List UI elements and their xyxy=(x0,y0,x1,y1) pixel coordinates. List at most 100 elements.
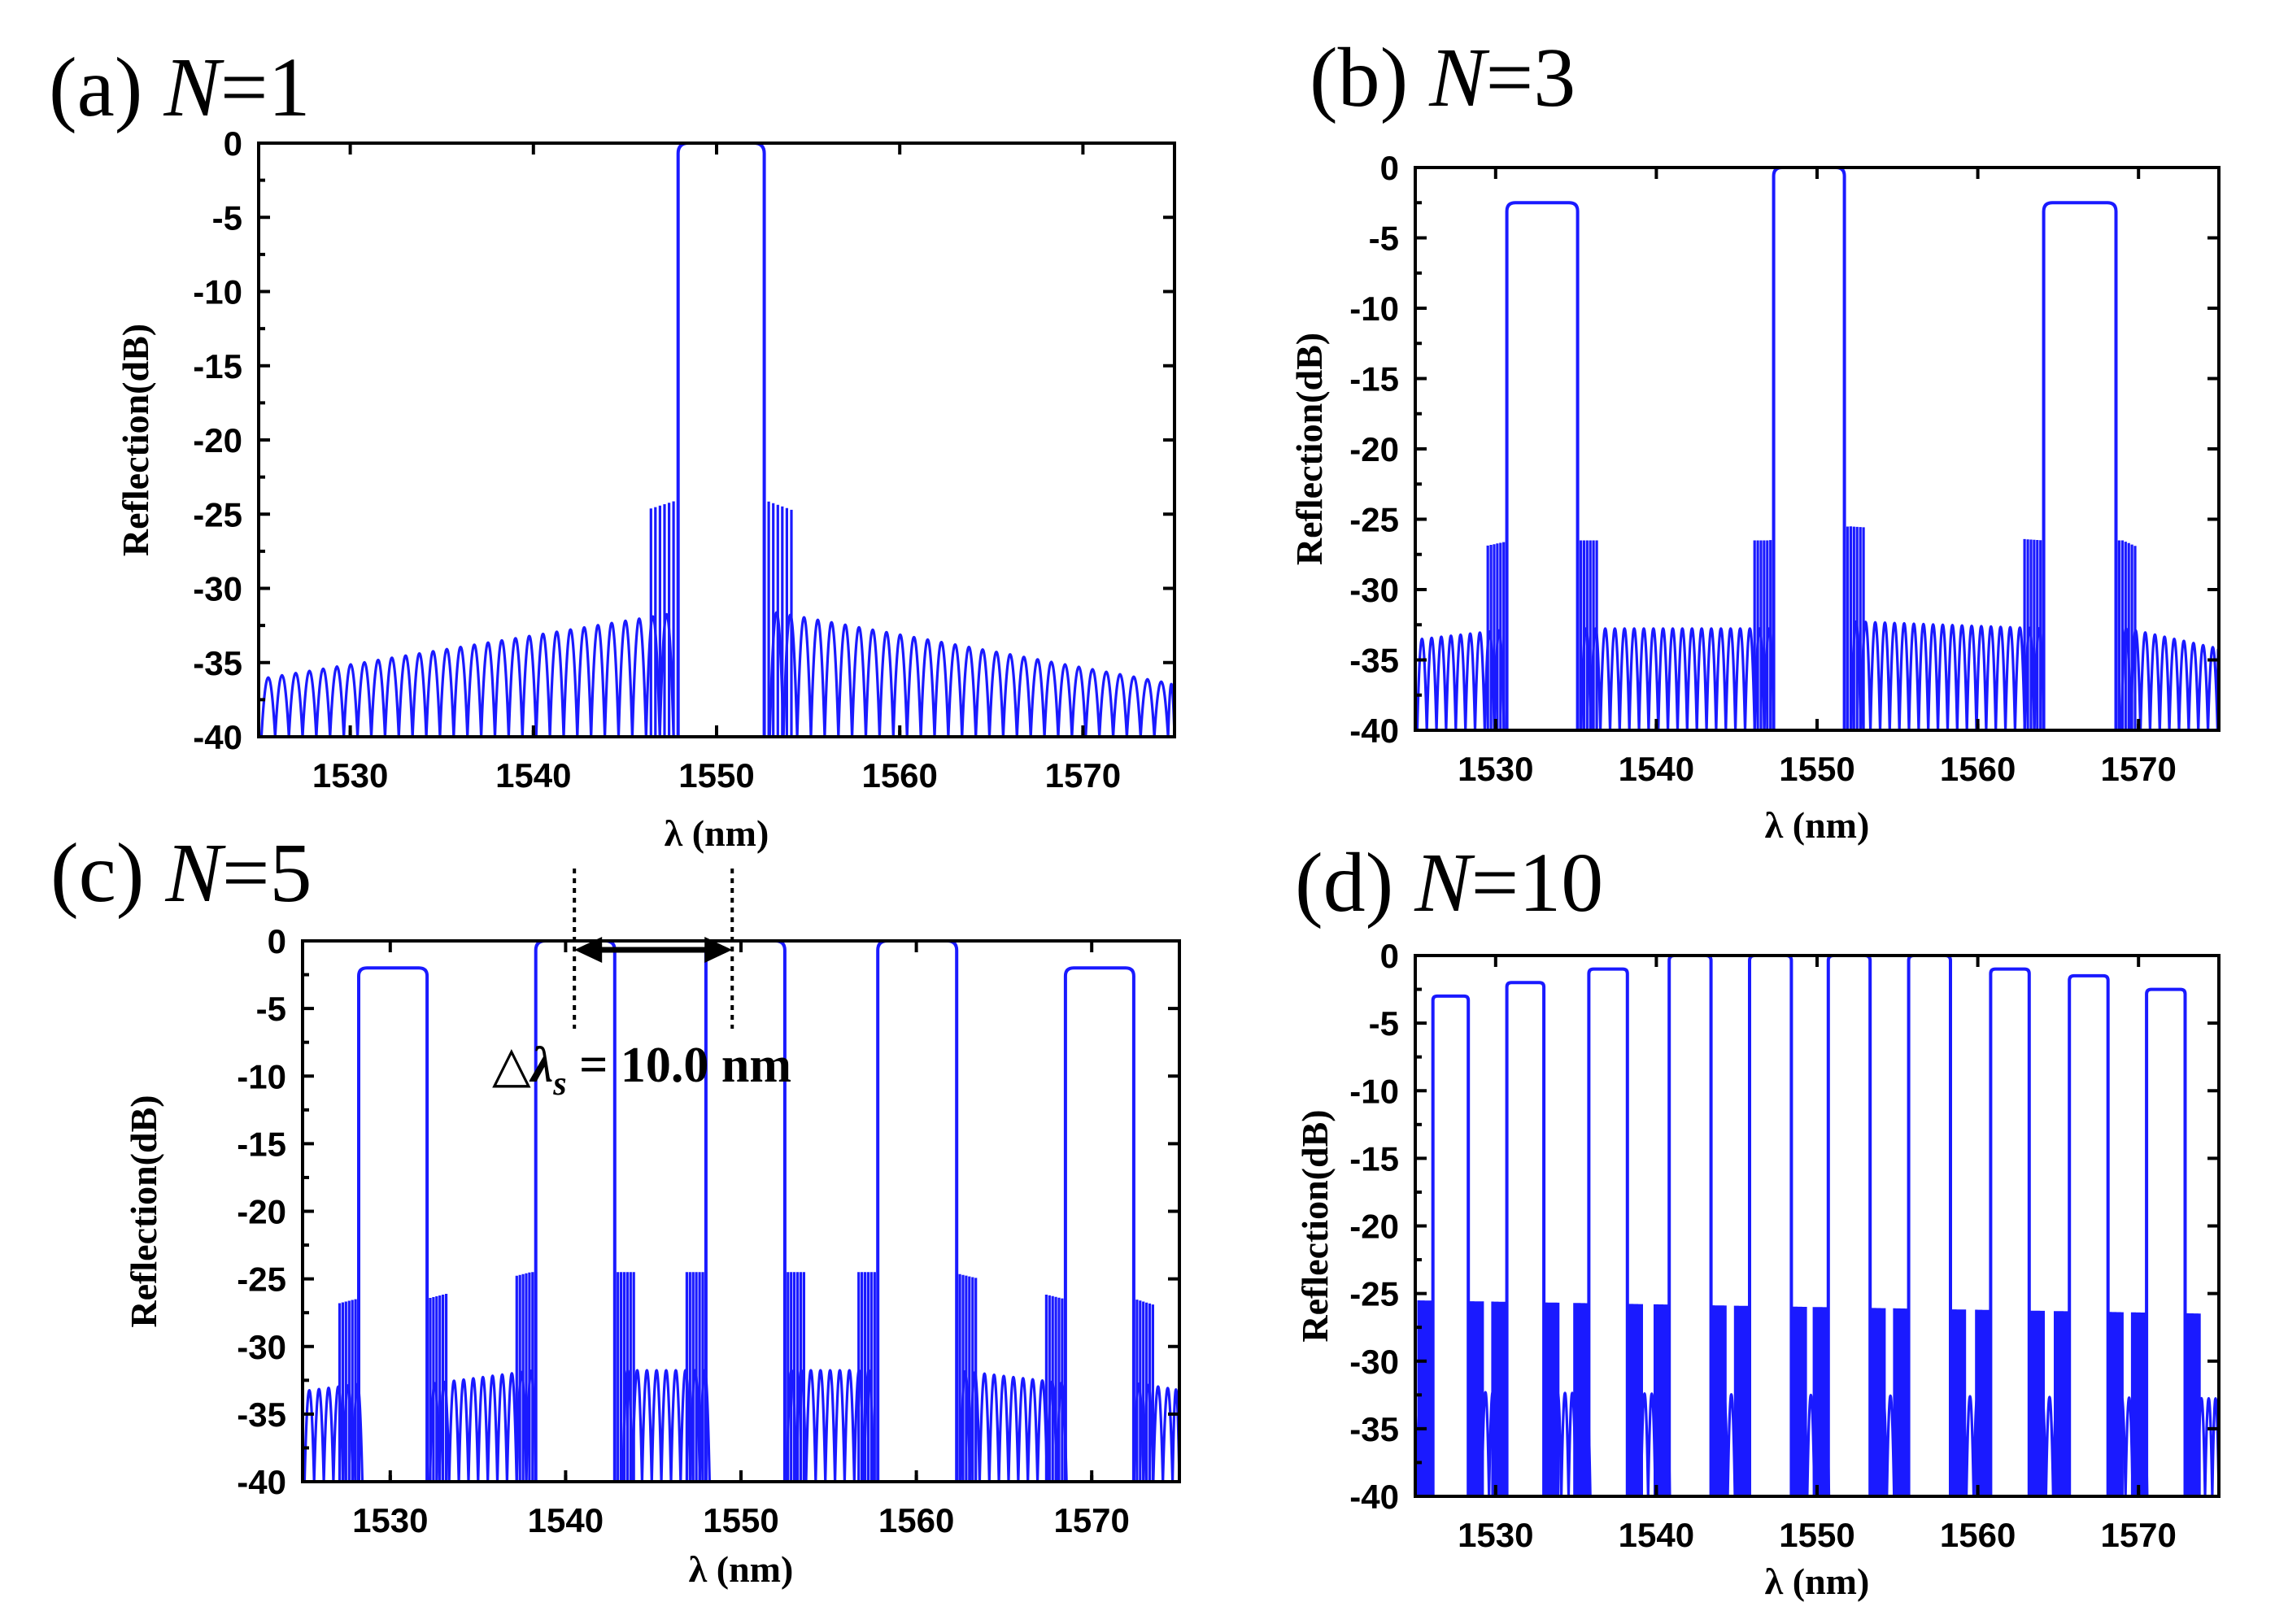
xtick-label-b: 1560 xyxy=(1940,750,2016,788)
xtick-label-d: 1560 xyxy=(1940,1516,2016,1554)
channel-d-9 xyxy=(2068,973,2110,1496)
ytick-label-b: -10 xyxy=(1349,290,1399,328)
channel-c-2 xyxy=(534,939,617,1482)
channel-c-3 xyxy=(704,939,787,1482)
panel-a: (a) N=10 -5 -10 -15 -20 -25 -30 -35 -40 1530 1540 1… xyxy=(49,41,1176,854)
xtick-label-d: 1570 xyxy=(2100,1516,2176,1554)
ytick-label-a: -35 xyxy=(193,644,242,682)
ytick-label-d: -40 xyxy=(1349,1478,1399,1516)
y-axis-label-b: Reflection(dB) xyxy=(1288,333,1330,565)
spacing-annotation: △λs = 10.0 nm xyxy=(492,869,791,1103)
ytick-label-d: -10 xyxy=(1349,1072,1399,1110)
panel-label-d: (d) N=10 xyxy=(1295,836,1603,930)
sideband-dense-b xyxy=(1486,526,2137,730)
channel-d-8 xyxy=(1989,967,2031,1496)
xtick-label-c: 1550 xyxy=(703,1501,778,1539)
ytick-label-d: 0 xyxy=(1380,937,1399,975)
channel-b-2 xyxy=(1772,166,1846,730)
ytick-label-a: -20 xyxy=(193,421,242,459)
channel-d-4 xyxy=(1667,954,1713,1496)
xtick-label-d: 1540 xyxy=(1619,1516,1694,1554)
x-axis-label-a: λ (nm) xyxy=(665,812,769,854)
xtick-label-c: 1530 xyxy=(352,1501,428,1539)
ytick-label-c: -35 xyxy=(237,1395,286,1434)
channel-d-7 xyxy=(1907,954,1952,1496)
channel-c-4 xyxy=(876,939,959,1482)
ytick-label-c: -5 xyxy=(256,990,286,1028)
channel-c-5 xyxy=(1063,966,1135,1482)
y-axis-label-d: Reflection(dB) xyxy=(1294,1109,1336,1342)
channel-c-1 xyxy=(357,966,429,1482)
channel-d-1 xyxy=(1431,994,1471,1496)
xtick-label-a: 1560 xyxy=(861,756,937,795)
ytick-label-c: -40 xyxy=(237,1463,286,1501)
ytick-label-a: -15 xyxy=(193,347,242,385)
xtick-label-b: 1540 xyxy=(1619,750,1694,788)
xtick-label-b: 1530 xyxy=(1458,750,1533,788)
ytick-label-a: 0 xyxy=(224,124,242,163)
channel-d-6 xyxy=(1826,954,1872,1496)
ytick-label-c: -15 xyxy=(237,1125,286,1163)
channel-d-2 xyxy=(1505,981,1546,1496)
panel-b: (b) N=3 0 -5 -10 -15 -20 -25 -30 -35 -40 1530 1540 1… xyxy=(1288,31,2221,846)
ytick-label-a: -30 xyxy=(193,570,242,608)
ytick-label-b: -35 xyxy=(1349,642,1399,680)
plot-frame-a xyxy=(257,142,1176,738)
channel-d-5 xyxy=(1748,954,1793,1496)
ytick-label-d: -5 xyxy=(1369,1004,1399,1043)
ytick-label-b: -25 xyxy=(1349,501,1399,539)
panel-c: (c) N=50 -5 -10 -15 -20 -25 -30 -35 -40 1530 1540 1… xyxy=(50,826,1181,1590)
ytick-label-b: -40 xyxy=(1349,712,1399,750)
sideband-dense-a xyxy=(649,501,793,737)
channel-b-1 xyxy=(1505,201,1580,730)
sideband-ripple-b xyxy=(1415,620,2221,731)
xtick-label-a: 1570 xyxy=(1045,756,1121,795)
xtick-label-c: 1570 xyxy=(1053,1501,1129,1539)
channel-b-3 xyxy=(2042,201,2118,730)
xtick-label-b: 1550 xyxy=(1779,750,1854,788)
xtick-label-b: 1570 xyxy=(2100,750,2176,788)
sideband-dense-d xyxy=(1417,1300,2201,1496)
ytick-label-d: -35 xyxy=(1349,1410,1399,1448)
arrow-right-icon xyxy=(704,937,733,963)
y-axis-label-c: Reflection(dB) xyxy=(123,1095,164,1327)
ytick-label-b: -15 xyxy=(1349,360,1399,398)
ytick-label-c: 0 xyxy=(268,922,286,960)
channel-a-1 xyxy=(676,142,766,737)
ytick-label-a: -40 xyxy=(193,718,242,756)
panel-label-b: (b) N=3 xyxy=(1310,31,1576,124)
xtick-label-d: 1530 xyxy=(1458,1516,1533,1554)
xtick-label-c: 1560 xyxy=(878,1501,954,1539)
xtick-label-a: 1530 xyxy=(312,756,388,795)
xtick-label-c: 1540 xyxy=(528,1501,604,1539)
ytick-label-b: -30 xyxy=(1349,571,1399,609)
ytick-label-c: -30 xyxy=(237,1328,286,1366)
panel-label-c: (c) N=5 xyxy=(50,826,312,920)
xtick-label-a: 1550 xyxy=(678,756,754,795)
xtick-label-d: 1550 xyxy=(1779,1516,1854,1554)
panel-d: (d) N=10 0 -5 -10 -15 -20 -25 -30 -35 -40 1530 1540… xyxy=(1294,836,2221,1602)
y-axis-label-a: Reflection(dB) xyxy=(115,324,156,556)
x-axis-label-c: λ (nm) xyxy=(689,1548,794,1590)
x-axis-label-d: λ (nm) xyxy=(1765,1561,1870,1602)
arrow-left-icon xyxy=(574,937,603,963)
ytick-label-b: -20 xyxy=(1349,430,1399,468)
channel-d-3 xyxy=(1587,967,1629,1496)
ytick-label-d: -15 xyxy=(1349,1139,1399,1178)
ytick-label-d: -25 xyxy=(1349,1275,1399,1313)
ytick-label-c: -20 xyxy=(237,1193,286,1231)
ytick-label-a: -10 xyxy=(193,273,242,311)
xtick-label-a: 1540 xyxy=(495,756,571,795)
ytick-label-a: -5 xyxy=(212,198,242,237)
ytick-label-d: -20 xyxy=(1349,1208,1399,1246)
ytick-label-d: -30 xyxy=(1349,1343,1399,1381)
x-axis-label-b: λ (nm) xyxy=(1765,804,1870,846)
ytick-label-b: 0 xyxy=(1380,149,1399,187)
ytick-label-c: -25 xyxy=(237,1260,286,1299)
panel-label-a: (a) N=1 xyxy=(49,41,310,134)
spacing-label: △λs = 10.0 nm xyxy=(492,1034,791,1103)
plot-frame-b xyxy=(1414,166,2221,732)
ytick-label-b: -5 xyxy=(1369,220,1399,258)
sideband-dense-c xyxy=(338,1272,1154,1482)
